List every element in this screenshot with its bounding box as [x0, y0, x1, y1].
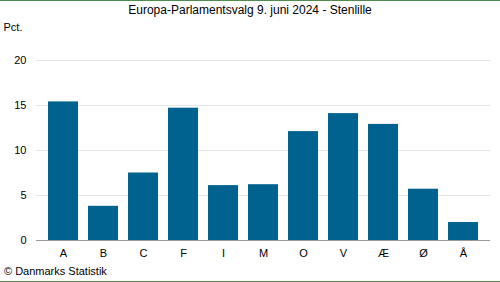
svg-text:Æ: Æ: [378, 247, 389, 259]
svg-text:B: B: [100, 247, 107, 259]
svg-text:15: 15: [14, 99, 26, 111]
svg-text:O: O: [299, 247, 308, 259]
html-text:© Danmarks Statistik: © Danmarks Statistik: [4, 265, 107, 277]
svg-text:0: 0: [20, 234, 26, 246]
svg-text:I: I: [222, 247, 225, 259]
svg-text:F: F: [180, 247, 187, 259]
svg-text:C: C: [140, 247, 148, 259]
svg-text:M: M: [259, 247, 268, 259]
svg-text:Å: Å: [460, 247, 468, 259]
svg-text:Pct.: Pct.: [4, 21, 23, 33]
svg-text:10: 10: [14, 144, 26, 156]
html-text:Europa-Parlamentsvalg 9. juni: Europa-Parlamentsvalg 9. juni 2024 - Ste…: [128, 3, 372, 17]
svg-text:Ø: Ø: [419, 247, 428, 259]
svg-text:A: A: [60, 247, 68, 259]
svg-text:5: 5: [20, 189, 26, 201]
svg-text:V: V: [340, 247, 348, 259]
svg-text:20: 20: [14, 54, 26, 66]
